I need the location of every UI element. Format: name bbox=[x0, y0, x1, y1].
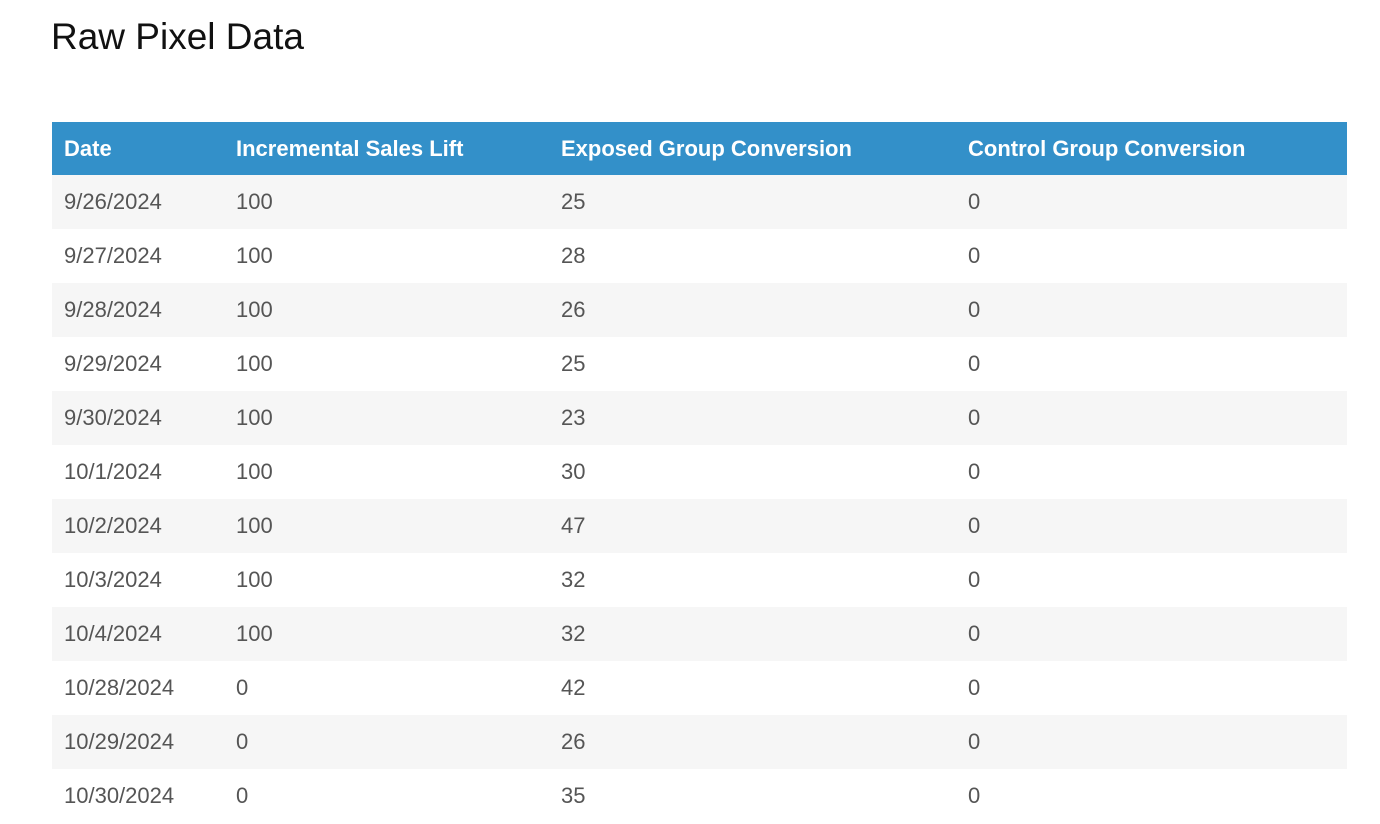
table-row: 10/30/2024 0 35 0 bbox=[52, 769, 1347, 823]
table-cell: 100 bbox=[224, 499, 549, 553]
table-cell: 100 bbox=[224, 283, 549, 337]
data-table: Date Incremental Sales Lift Exposed Group … bbox=[52, 122, 1347, 823]
table-cell: 10/1/2024 bbox=[52, 445, 224, 499]
table-cell: 100 bbox=[224, 445, 549, 499]
table-row: 10/3/2024 100 32 0 bbox=[52, 553, 1347, 607]
table-cell: 0 bbox=[956, 715, 1347, 769]
table-cell: 35 bbox=[549, 769, 956, 823]
table-cell: 10/4/2024 bbox=[52, 607, 224, 661]
table-cell: 23 bbox=[549, 391, 956, 445]
table-cell: 0 bbox=[956, 769, 1347, 823]
table-cell: 9/30/2024 bbox=[52, 391, 224, 445]
table-cell: 10/2/2024 bbox=[52, 499, 224, 553]
table-cell: 0 bbox=[224, 769, 549, 823]
table-cell: 9/28/2024 bbox=[52, 283, 224, 337]
table-cell: 100 bbox=[224, 391, 549, 445]
table-cell: 10/3/2024 bbox=[52, 553, 224, 607]
table-row: 9/28/2024 100 26 0 bbox=[52, 283, 1347, 337]
table-row: 10/1/2024 100 30 0 bbox=[52, 445, 1347, 499]
table-row: 10/28/2024 0 42 0 bbox=[52, 661, 1347, 715]
column-header: Control Group Conversion bbox=[956, 122, 1347, 175]
table-cell: 47 bbox=[549, 499, 956, 553]
table-cell: 0 bbox=[956, 553, 1347, 607]
header-row: Date Incremental Sales Lift Exposed Group … bbox=[52, 122, 1347, 175]
table-cell: 0 bbox=[956, 283, 1347, 337]
table-cell: 0 bbox=[224, 661, 549, 715]
table-cell: 26 bbox=[549, 283, 956, 337]
table-body: 9/26/2024 100 25 0 9/27/2024 100 28 0 9/28/2024 1… bbox=[52, 175, 1347, 823]
table-cell: 25 bbox=[549, 337, 956, 391]
table-cell: 100 bbox=[224, 553, 549, 607]
table-cell: 9/26/2024 bbox=[52, 175, 224, 229]
table-header: Date Incremental Sales Lift Exposed Group … bbox=[52, 122, 1347, 175]
table-row: 10/29/2024 0 26 0 bbox=[52, 715, 1347, 769]
table-row: 9/29/2024 100 25 0 bbox=[52, 337, 1347, 391]
table-cell: 30 bbox=[549, 445, 956, 499]
table-cell: 0 bbox=[956, 661, 1347, 715]
column-header: Incremental Sales Lift bbox=[224, 122, 549, 175]
table-cell: 0 bbox=[956, 607, 1347, 661]
table-cell: 0 bbox=[224, 715, 549, 769]
table-cell: 9/29/2024 bbox=[52, 337, 224, 391]
table-cell: 0 bbox=[956, 175, 1347, 229]
table-cell: 9/27/2024 bbox=[52, 229, 224, 283]
table-row: 10/4/2024 100 32 0 bbox=[52, 607, 1347, 661]
column-header: Exposed Group Conversion bbox=[549, 122, 956, 175]
table-cell: 0 bbox=[956, 337, 1347, 391]
table-row: 9/27/2024 100 28 0 bbox=[52, 229, 1347, 283]
table-row: 9/30/2024 100 23 0 bbox=[52, 391, 1347, 445]
table-cell: 26 bbox=[549, 715, 956, 769]
table-row: 9/26/2024 100 25 0 bbox=[52, 175, 1347, 229]
table-cell: 0 bbox=[956, 499, 1347, 553]
table-cell: 100 bbox=[224, 607, 549, 661]
table-cell: 32 bbox=[549, 607, 956, 661]
page-title: Raw Pixel Data bbox=[51, 16, 304, 57]
column-header: Date bbox=[52, 122, 224, 175]
table-cell: 42 bbox=[549, 661, 956, 715]
table-row: 10/2/2024 100 47 0 bbox=[52, 499, 1347, 553]
table-cell: 100 bbox=[224, 175, 549, 229]
table-cell: 10/30/2024 bbox=[52, 769, 224, 823]
table-cell: 100 bbox=[224, 229, 549, 283]
table-cell: 100 bbox=[224, 337, 549, 391]
table-cell: 32 bbox=[549, 553, 956, 607]
table-cell: 25 bbox=[549, 175, 956, 229]
table-cell: 28 bbox=[549, 229, 956, 283]
table-cell: 10/29/2024 bbox=[52, 715, 224, 769]
table-cell: 0 bbox=[956, 391, 1347, 445]
table-cell: 0 bbox=[956, 445, 1347, 499]
table-cell: 0 bbox=[956, 229, 1347, 283]
table-cell: 10/28/2024 bbox=[52, 661, 224, 715]
